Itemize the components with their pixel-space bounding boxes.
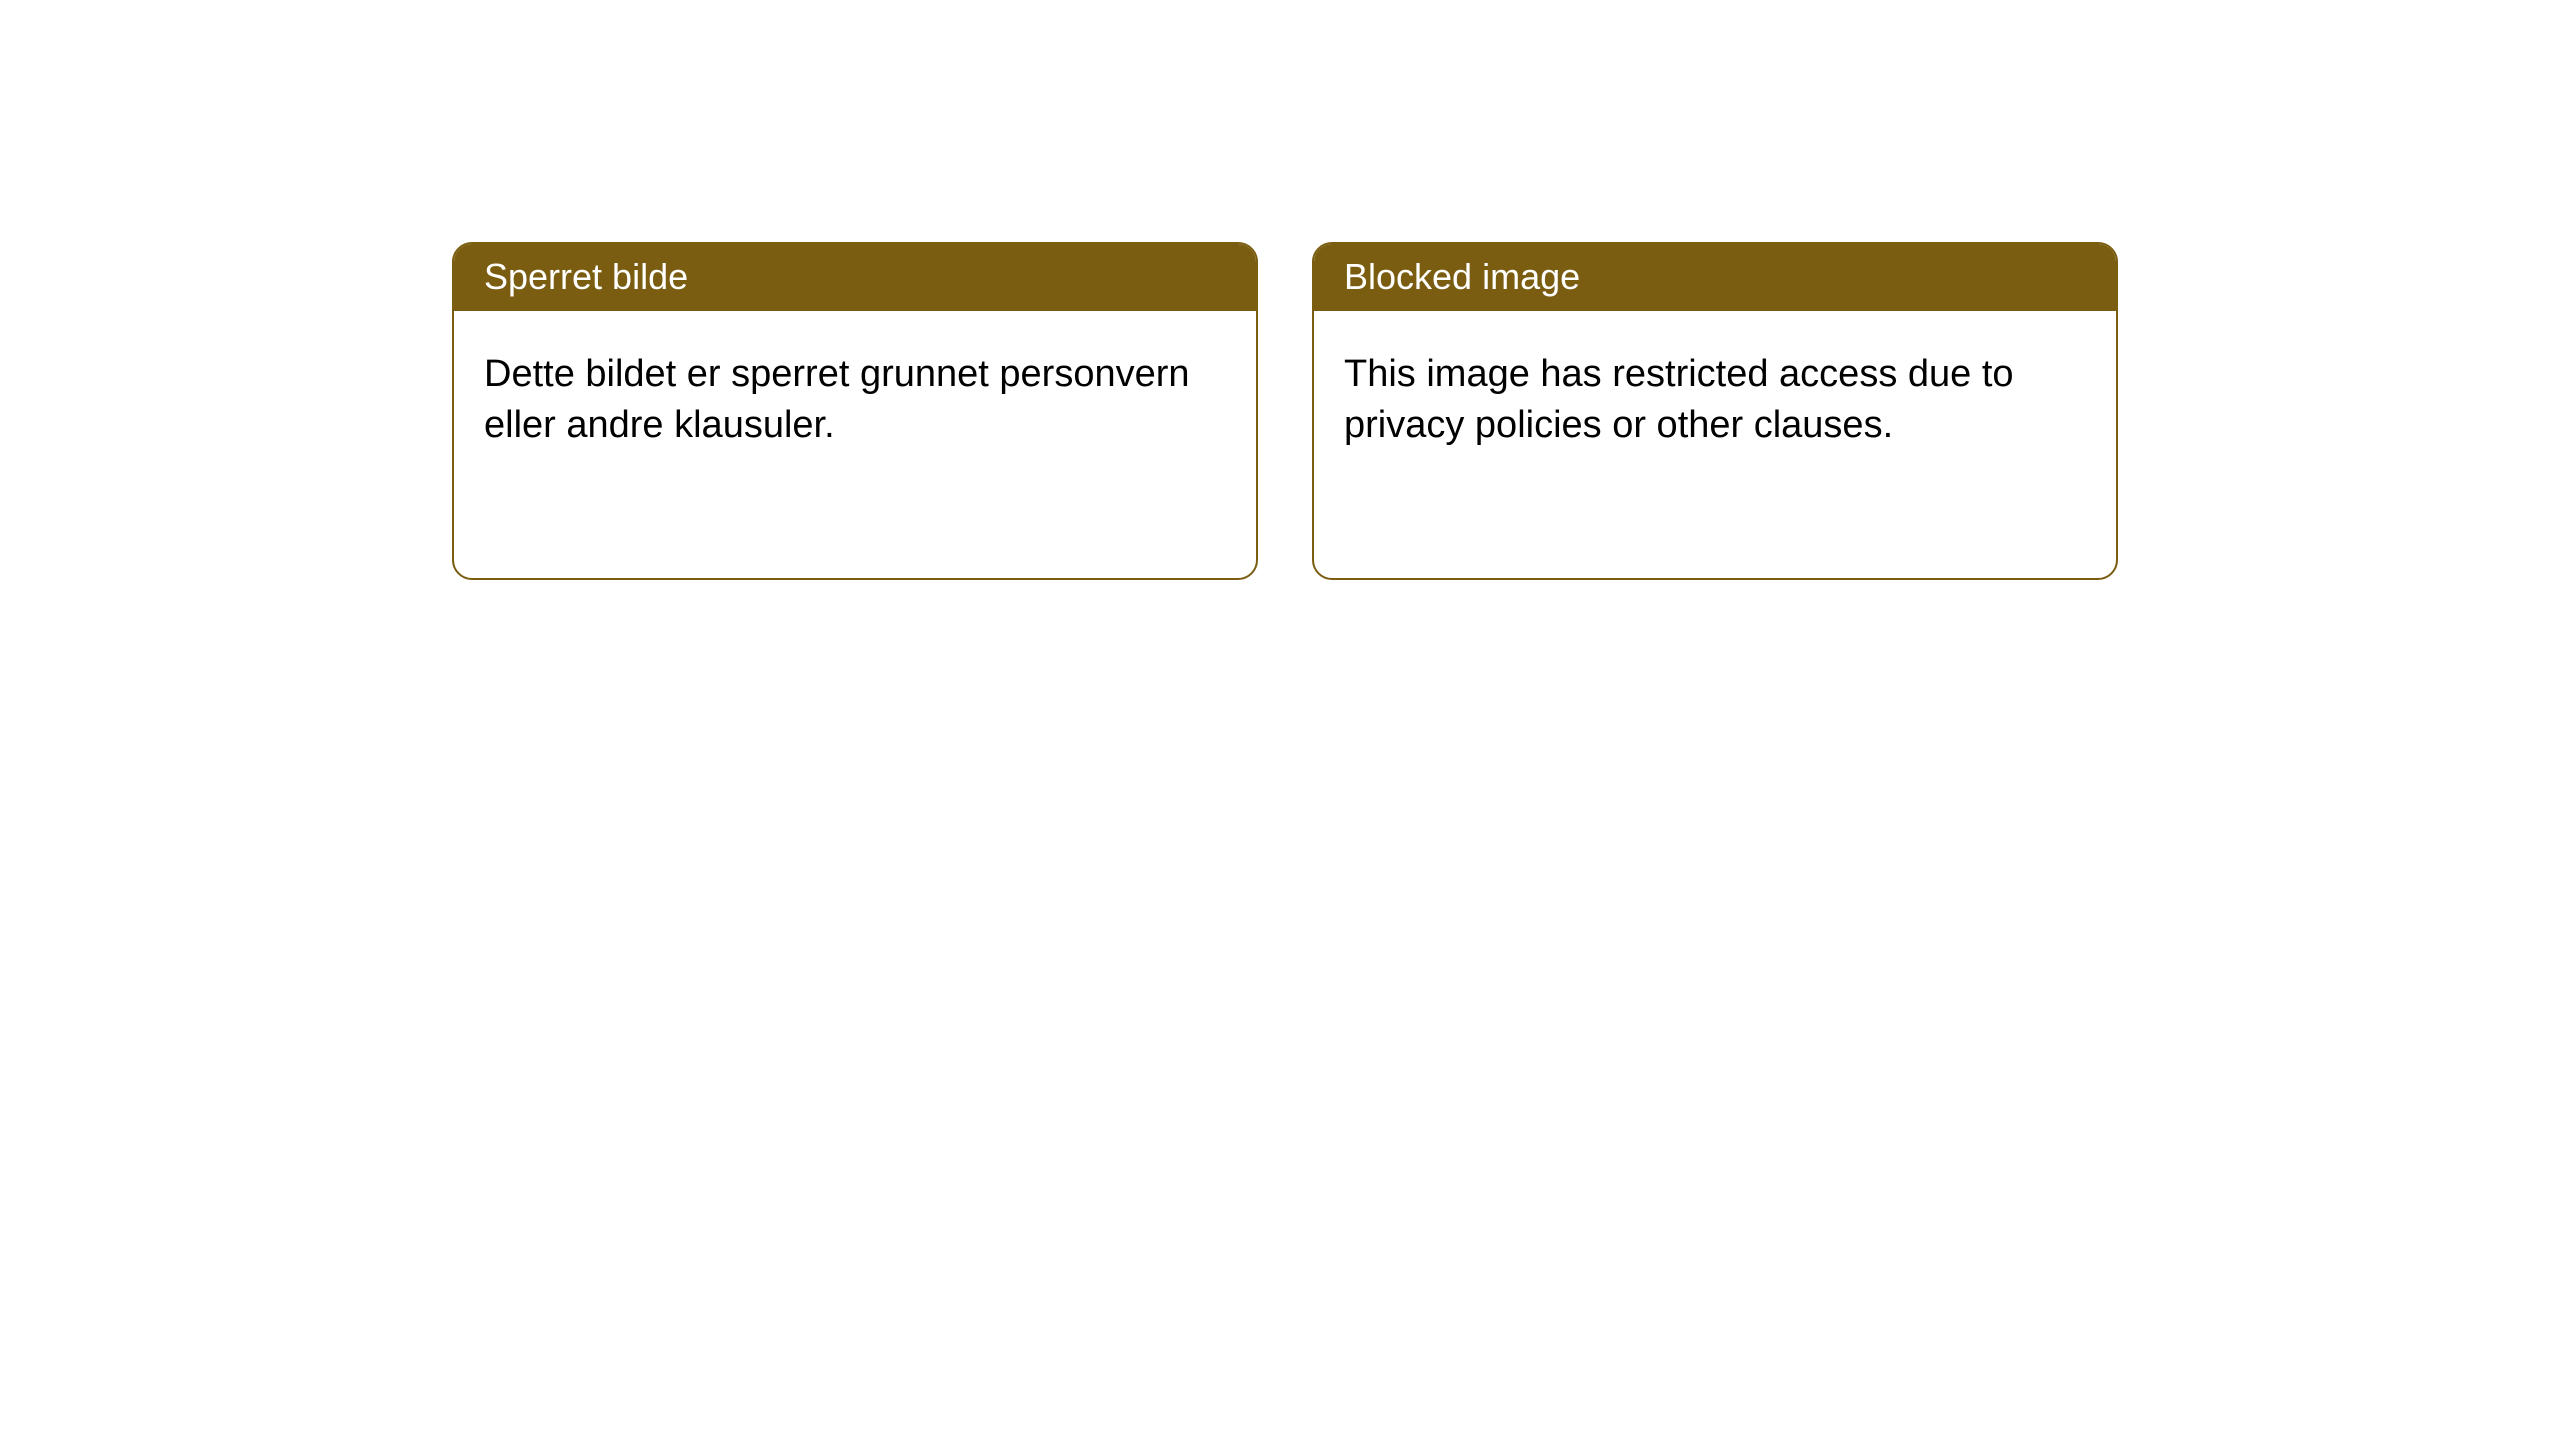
card-body-english: This image has restricted access due to … xyxy=(1314,311,2116,490)
card-message-norwegian: Dette bildet er sperret grunnet personve… xyxy=(484,353,1190,446)
card-message-english: This image has restricted access due to … xyxy=(1344,353,2014,446)
card-body-norwegian: Dette bildet er sperret grunnet personve… xyxy=(454,311,1256,490)
card-header-english: Blocked image xyxy=(1314,244,2116,311)
card-header-norwegian: Sperret bilde xyxy=(454,244,1256,311)
blocked-image-card-english: Blocked image This image has restricted … xyxy=(1312,242,2118,580)
card-title-english: Blocked image xyxy=(1344,256,1580,297)
card-title-norwegian: Sperret bilde xyxy=(484,256,688,297)
blocked-image-card-norwegian: Sperret bilde Dette bildet er sperret gr… xyxy=(452,242,1258,580)
notice-container: Sperret bilde Dette bildet er sperret gr… xyxy=(0,0,2560,580)
